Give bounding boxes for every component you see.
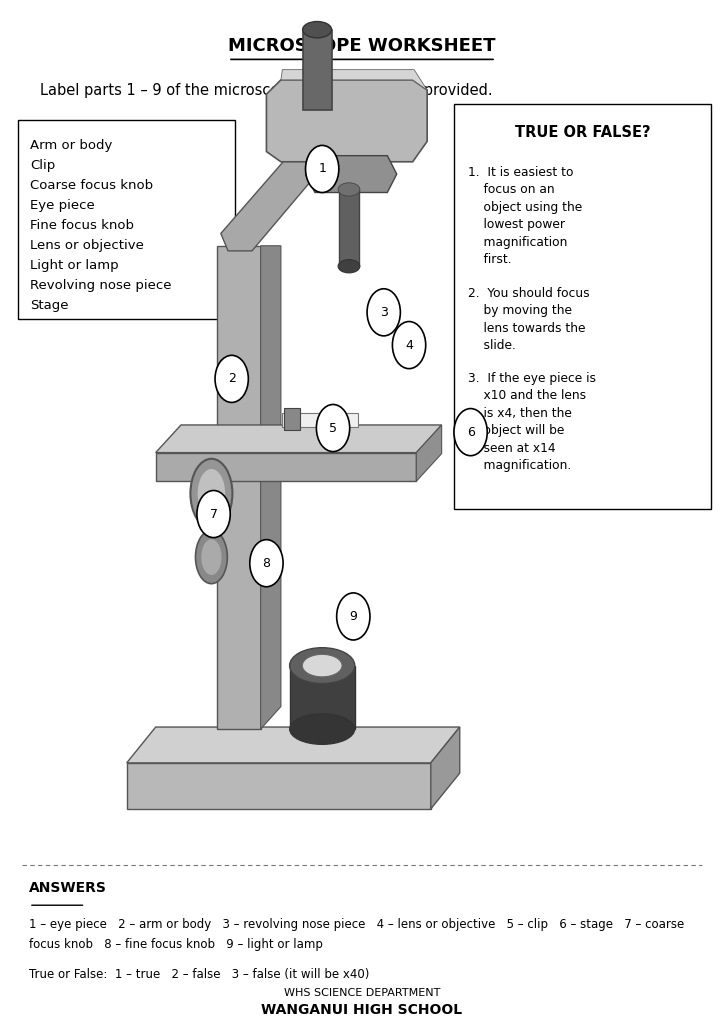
Text: 1: 1: [319, 163, 326, 175]
Polygon shape: [266, 80, 427, 162]
FancyBboxPatch shape: [454, 104, 711, 509]
Polygon shape: [416, 425, 442, 481]
Ellipse shape: [290, 714, 355, 744]
Ellipse shape: [290, 648, 355, 684]
Polygon shape: [290, 666, 355, 729]
Text: 1 – eye piece   2 – arm or body   3 – revolving nose piece   4 – lens or objecti: 1 – eye piece 2 – arm or body 3 – revolv…: [29, 918, 684, 931]
Text: Stage: Stage: [30, 299, 69, 311]
Ellipse shape: [195, 530, 227, 584]
Polygon shape: [261, 246, 281, 729]
Text: 3.  If the eye piece is
    x10 and the lens
    is x4, then the
    object will: 3. If the eye piece is x10 and the lens …: [468, 372, 597, 472]
Text: 9: 9: [350, 610, 357, 623]
FancyBboxPatch shape: [284, 408, 300, 430]
Circle shape: [316, 404, 350, 452]
Text: Light or lamp: Light or lamp: [30, 259, 119, 271]
FancyBboxPatch shape: [339, 189, 359, 266]
Polygon shape: [156, 453, 416, 481]
Circle shape: [454, 409, 487, 456]
Text: 3: 3: [380, 306, 387, 318]
Polygon shape: [217, 246, 261, 729]
FancyBboxPatch shape: [303, 30, 332, 110]
Text: Eye piece: Eye piece: [30, 199, 95, 212]
Text: Clip: Clip: [30, 159, 56, 172]
Circle shape: [337, 593, 370, 640]
Ellipse shape: [198, 469, 225, 518]
Polygon shape: [281, 70, 427, 90]
Polygon shape: [306, 156, 397, 193]
Polygon shape: [127, 763, 431, 809]
Text: ANSWERS: ANSWERS: [29, 881, 107, 895]
Text: 2: 2: [228, 373, 235, 385]
Text: WANGANUI HIGH SCHOOL: WANGANUI HIGH SCHOOL: [261, 1002, 463, 1017]
Polygon shape: [156, 425, 442, 453]
FancyBboxPatch shape: [282, 413, 358, 427]
Ellipse shape: [338, 183, 360, 197]
Polygon shape: [127, 727, 460, 763]
Text: 4: 4: [405, 339, 413, 351]
Circle shape: [250, 540, 283, 587]
Ellipse shape: [303, 22, 332, 38]
Text: 1.  It is easiest to
    focus on an
    object using the
    lowest power
    m: 1. It is easiest to focus on an object u…: [468, 166, 583, 266]
Polygon shape: [431, 727, 460, 809]
Text: 8: 8: [262, 557, 271, 569]
Text: Arm or body: Arm or body: [30, 139, 113, 152]
Text: True or False:  1 – true   2 – false   3 – false (it will be x40): True or False: 1 – true 2 – false 3 – fa…: [29, 968, 369, 981]
Text: TRUE OR FALSE?: TRUE OR FALSE?: [515, 125, 650, 139]
Text: 2.  You should focus
    by moving the
    lens towards the
    slide.: 2. You should focus by moving the lens t…: [468, 287, 590, 352]
Ellipse shape: [338, 260, 360, 272]
Circle shape: [197, 490, 230, 538]
FancyBboxPatch shape: [18, 120, 235, 319]
Ellipse shape: [201, 539, 222, 575]
Text: Lens or objective: Lens or objective: [30, 239, 144, 252]
Text: MICROSCOPE WORKSHEET: MICROSCOPE WORKSHEET: [228, 37, 496, 55]
Circle shape: [215, 355, 248, 402]
Polygon shape: [221, 104, 358, 251]
Text: Revolving nose piece: Revolving nose piece: [30, 279, 172, 292]
Text: 7: 7: [209, 508, 218, 520]
Ellipse shape: [190, 459, 232, 528]
Text: 5: 5: [329, 422, 337, 434]
Ellipse shape: [303, 654, 342, 677]
Text: Fine focus knob: Fine focus knob: [30, 219, 135, 231]
Circle shape: [392, 322, 426, 369]
Circle shape: [306, 145, 339, 193]
Text: Label parts 1 – 9 of the microscope using the words provided.: Label parts 1 – 9 of the microscope usin…: [40, 83, 492, 97]
Text: focus knob   8 – fine focus knob   9 – light or lamp: focus knob 8 – fine focus knob 9 – light…: [29, 938, 323, 951]
Text: 6: 6: [467, 426, 474, 438]
Text: Coarse focus knob: Coarse focus knob: [30, 179, 153, 191]
Text: WHS SCIENCE DEPARTMENT: WHS SCIENCE DEPARTMENT: [284, 988, 440, 998]
Circle shape: [367, 289, 400, 336]
